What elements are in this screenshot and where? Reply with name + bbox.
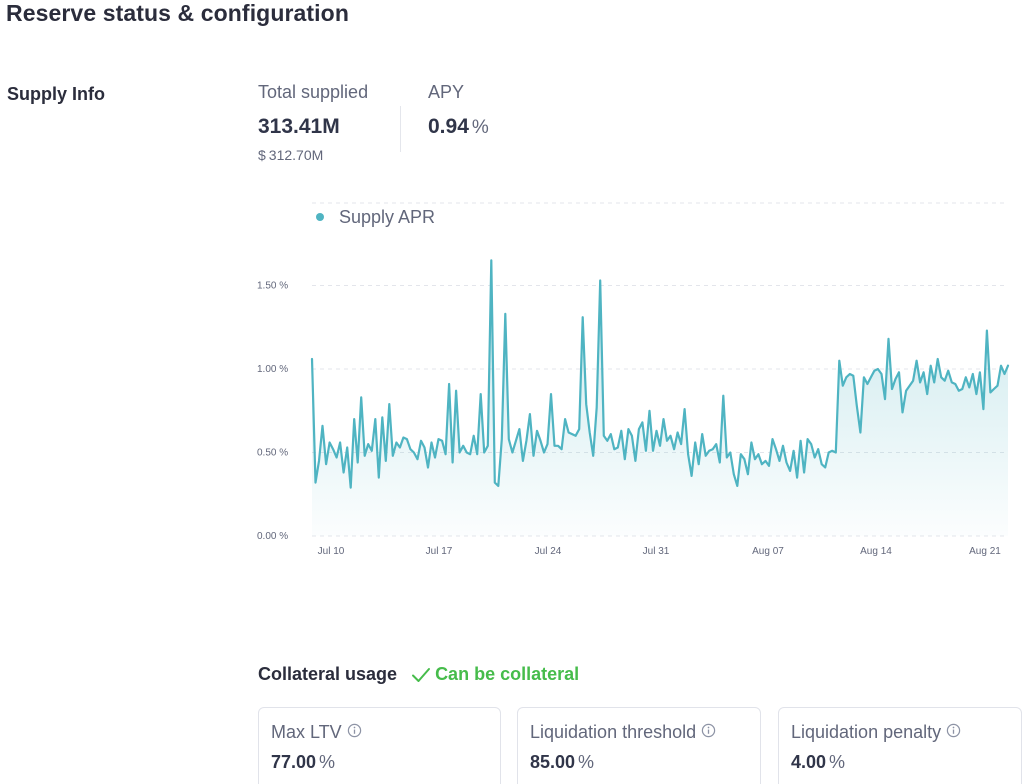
collateral-status: Can be collateral [411,664,579,685]
apy-label: APY [428,82,465,102]
series-line [310,259,1010,489]
stat-divider [400,106,401,152]
total-supplied-stat: Total supplied 313.41M $312.70M [258,82,368,163]
legend-marker [316,213,324,221]
liquidation-penalty-card: Liquidation penalty 4.00% [778,707,1022,784]
page-title: Reserve status & configuration [6,0,349,26]
collateral-status-text: Can be collateral [435,664,580,684]
x-tick-label: Jul 10 [318,546,345,557]
liquidation-penalty-title: Liquidation penalty [791,722,942,742]
chart-series [310,259,1010,536]
collateral-usage-label: Collateral usage [258,664,398,684]
x-tick-label: Aug 14 [860,546,892,557]
legend-label: Supply APR [339,207,435,227]
total-supplied-value: 313.41M [258,115,340,138]
x-tick-label: Jul 24 [535,546,562,557]
chart-legend: Supply APR [316,207,435,227]
supply-info-label: Supply Info [7,84,105,104]
max-ltv-card: Max LTV 77.00% [258,707,501,784]
info-icon[interactable] [946,722,961,743]
liquidation-threshold-unit: % [578,752,595,772]
max-ltv-value: 77.00 [271,752,317,772]
x-tick-label: Aug 21 [969,546,1001,557]
apy-stat: APY 0.94% [428,82,489,139]
y-axis-ticks: 0.00 % 0.50 % 1.00 % 1.50 % [257,281,288,543]
info-icon[interactable] [701,722,716,743]
x-tick-label: Jul 31 [643,546,670,557]
chart-svg[interactable]: Supply APR 0.00 % 0.50 % 1.00 % 1.50 % Jul … [0,190,1024,570]
info-icon[interactable] [347,722,362,743]
collateral-usage-row: Collateral usage Can be collateral [258,664,579,685]
usd-prefix: $ [258,147,266,163]
apy-unit: % [471,117,489,138]
apy-value: 0.94% [428,115,489,139]
liquidation-penalty-unit: % [829,752,846,772]
x-tick-label: Jul 17 [426,546,453,557]
max-ltv-title: Max LTV [271,722,342,742]
x-tick-label: Aug 07 [752,546,784,557]
y-tick-label: 1.00 % [257,364,288,375]
liquidation-threshold-value: 85.00 [530,752,576,772]
y-tick-label: 0.50 % [257,448,288,459]
liquidation-threshold-card: Liquidation threshold 85.00% [517,707,761,784]
y-tick-label: 0.00 % [257,531,288,542]
x-axis-ticks: Jul 10 Jul 17 Jul 24 Jul 31 Aug 07 Aug 14 Aug … [318,546,1002,557]
liquidation-threshold-title: Liquidation threshold [530,722,697,742]
supply-apr-chart[interactable]: Supply APR 0.00 % 0.50 % 1.00 % 1.50 % Jul … [0,190,1024,570]
total-supplied-label: Total supplied [258,82,369,102]
check-icon [412,667,431,682]
series-area [312,260,1008,536]
usd-value: 312.70M [268,147,324,163]
max-ltv-unit: % [319,752,336,772]
total-supplied-usd: $312.70M [258,147,368,163]
y-tick-label: 1.50 % [257,281,288,292]
apy-number: 0.94 [428,115,469,138]
liquidation-penalty-value: 4.00 [791,752,827,772]
